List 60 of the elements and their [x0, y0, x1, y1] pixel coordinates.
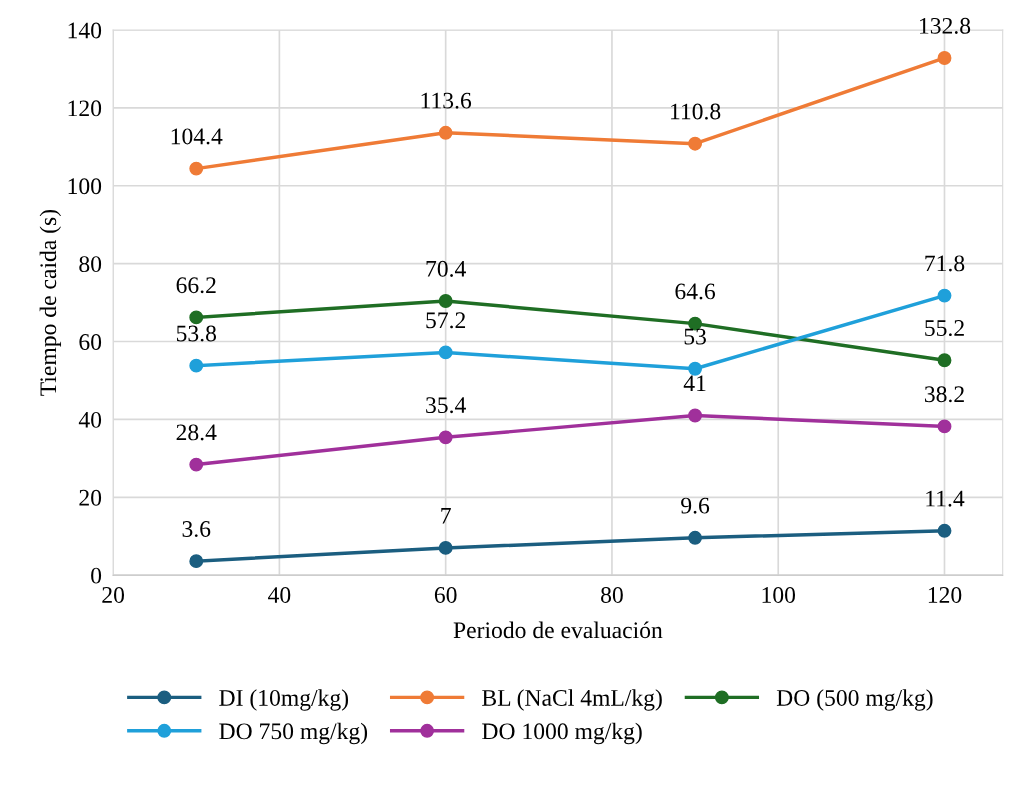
data-label: 66.2 — [176, 277, 216, 294]
y-tick-label: 120 — [68, 100, 102, 117]
data-label: 64.6 — [675, 283, 716, 300]
data-label: 113.6 — [421, 92, 472, 109]
y-tick-label: 80 — [79, 256, 102, 273]
y-tick-label: 0 — [91, 567, 102, 584]
data-label: 28.4 — [176, 424, 217, 441]
x-tick-label: 60 — [434, 586, 457, 603]
y-tick-label: 60 — [79, 334, 102, 350]
data-label: 11.4 — [926, 490, 965, 507]
data-label: 104.4 — [171, 128, 223, 145]
point — [937, 288, 952, 303]
legend-label: BL (NaCl 4mL/kg) — [482, 689, 662, 711]
y-tick-label: 100 — [68, 178, 102, 195]
point — [937, 523, 952, 538]
x-axis-title: Periodo de evaluación — [453, 621, 663, 639]
point — [438, 540, 453, 555]
point — [688, 361, 703, 376]
y-tick-label: 20 — [79, 489, 102, 506]
y-axis-title: Tiempo de caida (s) — [39, 209, 62, 396]
x-tick-label: 100 — [762, 586, 796, 603]
y-tick-label: 140 — [68, 22, 102, 39]
point — [438, 430, 453, 445]
y-tick-label: 40 — [78, 411, 102, 428]
x-tick-label: 80 — [601, 586, 623, 603]
point — [937, 419, 952, 434]
legend-label: DO 1000 mg/kg) — [482, 722, 642, 745]
data-label: 35.4 — [426, 397, 466, 414]
data-label: 57.2 — [426, 312, 466, 329]
data-label: 9.6 — [681, 497, 710, 514]
data-label: 41 — [683, 375, 706, 392]
data-label: 132.8 — [920, 17, 971, 34]
point — [688, 530, 703, 545]
point — [937, 353, 952, 368]
legend-label: DO (500 mg/kg) — [776, 689, 933, 711]
point — [688, 136, 703, 151]
x-tick-label: 40 — [268, 586, 291, 603]
data-label: 110.8 — [671, 103, 721, 120]
point — [189, 554, 204, 569]
x-tick-label: 120 — [928, 586, 962, 603]
data-label: 53.8 — [176, 325, 217, 342]
data-label: 3.6 — [182, 521, 211, 538]
point — [189, 457, 204, 472]
data-label: 7 — [441, 507, 451, 524]
data-label: 70.4 — [426, 260, 466, 277]
point — [438, 125, 453, 140]
point — [937, 51, 952, 65]
data-label: 55.2 — [925, 320, 964, 337]
point — [189, 310, 204, 325]
data-label: 71.8 — [925, 255, 965, 272]
x-tick-label: 20 — [102, 586, 125, 603]
point — [438, 345, 453, 360]
point — [189, 358, 204, 373]
point — [438, 294, 453, 308]
legend-label: DO 750 mg/kg) — [219, 722, 368, 745]
data-label: 38.2 — [924, 386, 964, 403]
data-label: 53 — [684, 328, 706, 345]
legend-label: DI (10mg/kg) — [219, 689, 349, 711]
point — [189, 161, 204, 176]
point — [688, 408, 703, 423]
